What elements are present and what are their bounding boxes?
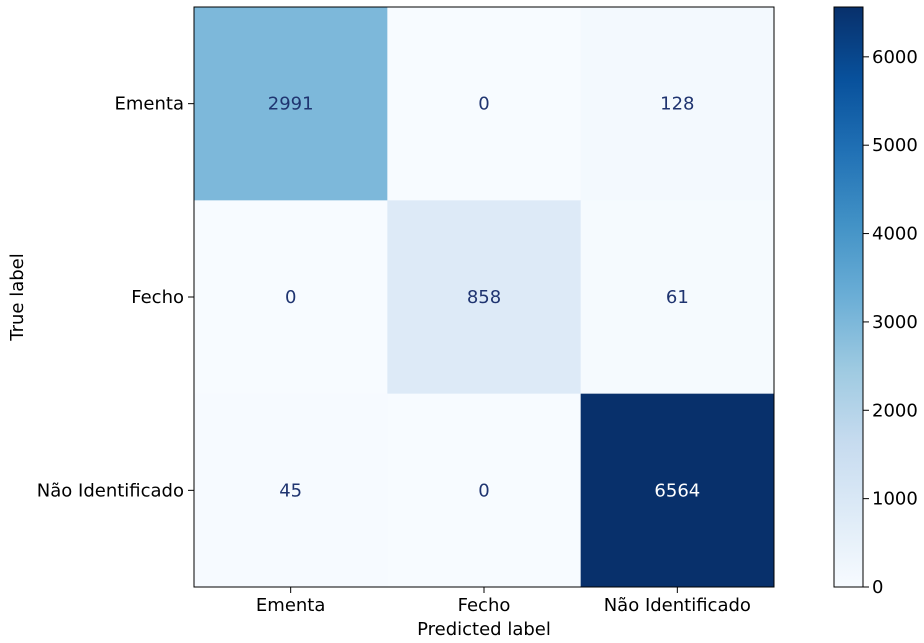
colorbar-tick-label: 2000 (872, 400, 918, 421)
heatmap-cell (580, 7, 775, 201)
heatmap-cell (387, 200, 582, 395)
colorbar-tick-label: 4000 (872, 224, 918, 245)
x-axis-ticks: Ementa Fecho Não Identificado (256, 587, 751, 616)
cell-value-label: 0 (478, 94, 489, 115)
heatmap-cell (387, 393, 582, 588)
y-axis-ticks: Ementa Fecho Não Identificado (37, 94, 194, 501)
colorbar-tick-label: 5000 (872, 135, 918, 156)
heatmap-cell (580, 200, 775, 395)
y-tick-label: Fecho (131, 287, 184, 308)
heatmap-cells: 2991 0 128 0 858 61 45 0 6564 (194, 7, 775, 588)
y-tick-label: Ementa (115, 94, 184, 115)
colorbar-ticks: 0 1000 2000 3000 4000 5000 6000 (863, 47, 918, 598)
heatmap-cell (194, 200, 388, 395)
cell-value-label: 45 (279, 480, 302, 501)
cell-value-label: 0 (285, 287, 296, 308)
y-tick-label: Não Identificado (37, 480, 184, 501)
heatmap-cell (194, 393, 388, 588)
colorbar-tick-label: 6000 (872, 47, 918, 68)
cell-value-label: 6564 (654, 480, 700, 501)
x-tick-label: Não Identificado (604, 595, 751, 616)
heatmap-cell (387, 7, 582, 201)
heatmap-cell (194, 7, 388, 201)
colorbar (833, 6, 864, 588)
x-tick-label: Ementa (256, 595, 325, 616)
heatmap-cell (580, 393, 775, 588)
cell-value-label: 0 (478, 480, 489, 501)
cell-value-label: 61 (666, 287, 689, 308)
colorbar-tick-label: 0 (872, 577, 883, 598)
x-tick-label: Fecho (458, 595, 511, 616)
x-axis-label: Predicted label (417, 619, 551, 640)
y-axis-label: True label (7, 253, 28, 342)
cell-value-label: 128 (660, 94, 694, 115)
cell-value-label: 858 (467, 287, 501, 308)
cell-value-label: 2991 (268, 94, 314, 115)
colorbar-tick-label: 1000 (872, 489, 918, 510)
colorbar-tick-label: 3000 (872, 312, 918, 333)
